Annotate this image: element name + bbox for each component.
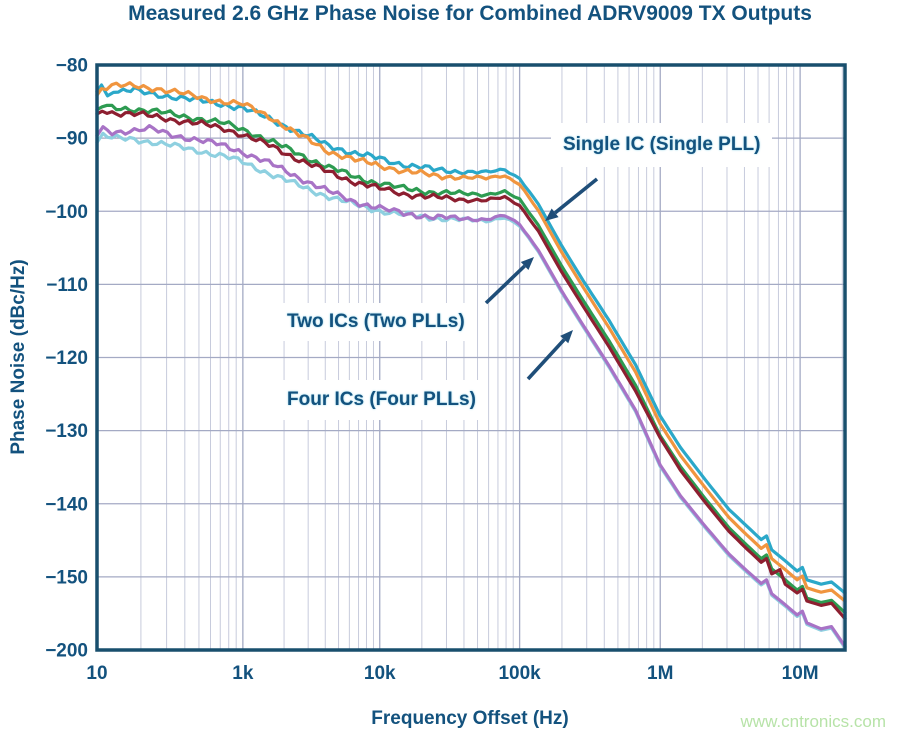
annotation-four-ics: Four ICs (Four PLLs) — [276, 380, 487, 420]
y-tick-label: −130 — [45, 421, 88, 442]
x-axis-title: Frequency Offset (Hz) — [371, 708, 569, 729]
plot-border — [95, 63, 847, 652]
annotation-two-ics: Two ICs (Two PLLs) — [276, 303, 476, 341]
y-tick-label: −80 — [56, 56, 88, 77]
y-tick-label: −140 — [45, 494, 88, 515]
x-tick-label: 1M — [647, 663, 673, 684]
x-tick-label: 10 — [86, 663, 107, 684]
x-tick-label: 10M — [782, 663, 819, 684]
annotation-single-ic: Single IC (Single PLL) — [551, 123, 773, 167]
y-tick-label: −90 — [56, 129, 88, 150]
two-ics-trace-green — [95, 103, 847, 615]
four-ics-trace-purple — [95, 123, 847, 648]
x-tick-label: 10k — [364, 663, 396, 684]
watermark: www.cntronics.com — [740, 712, 886, 731]
callout-arrow-shaft — [526, 338, 566, 381]
callout-arrowhead — [560, 330, 573, 344]
callout-arrowhead — [545, 208, 559, 221]
y-tick-label: −110 — [46, 275, 88, 296]
y-tick-label: −200 — [45, 641, 88, 662]
callout-arrow-shaft — [553, 177, 599, 215]
callout-arrowhead — [520, 257, 534, 270]
two-ics-trace-maroon — [95, 109, 847, 621]
callout-arrow-shaft — [484, 264, 526, 305]
x-tick-label: 100k — [498, 663, 541, 684]
single-ic-trace-orange — [95, 81, 847, 603]
chart-title: Measured 2.6 GHz Phase Noise for Combine… — [128, 2, 812, 25]
y-tick-label: −150 — [45, 567, 88, 588]
x-tick-label: 1k — [232, 663, 254, 684]
y-tick-label: −100 — [45, 202, 88, 223]
y-tick-label: −120 — [45, 348, 88, 369]
